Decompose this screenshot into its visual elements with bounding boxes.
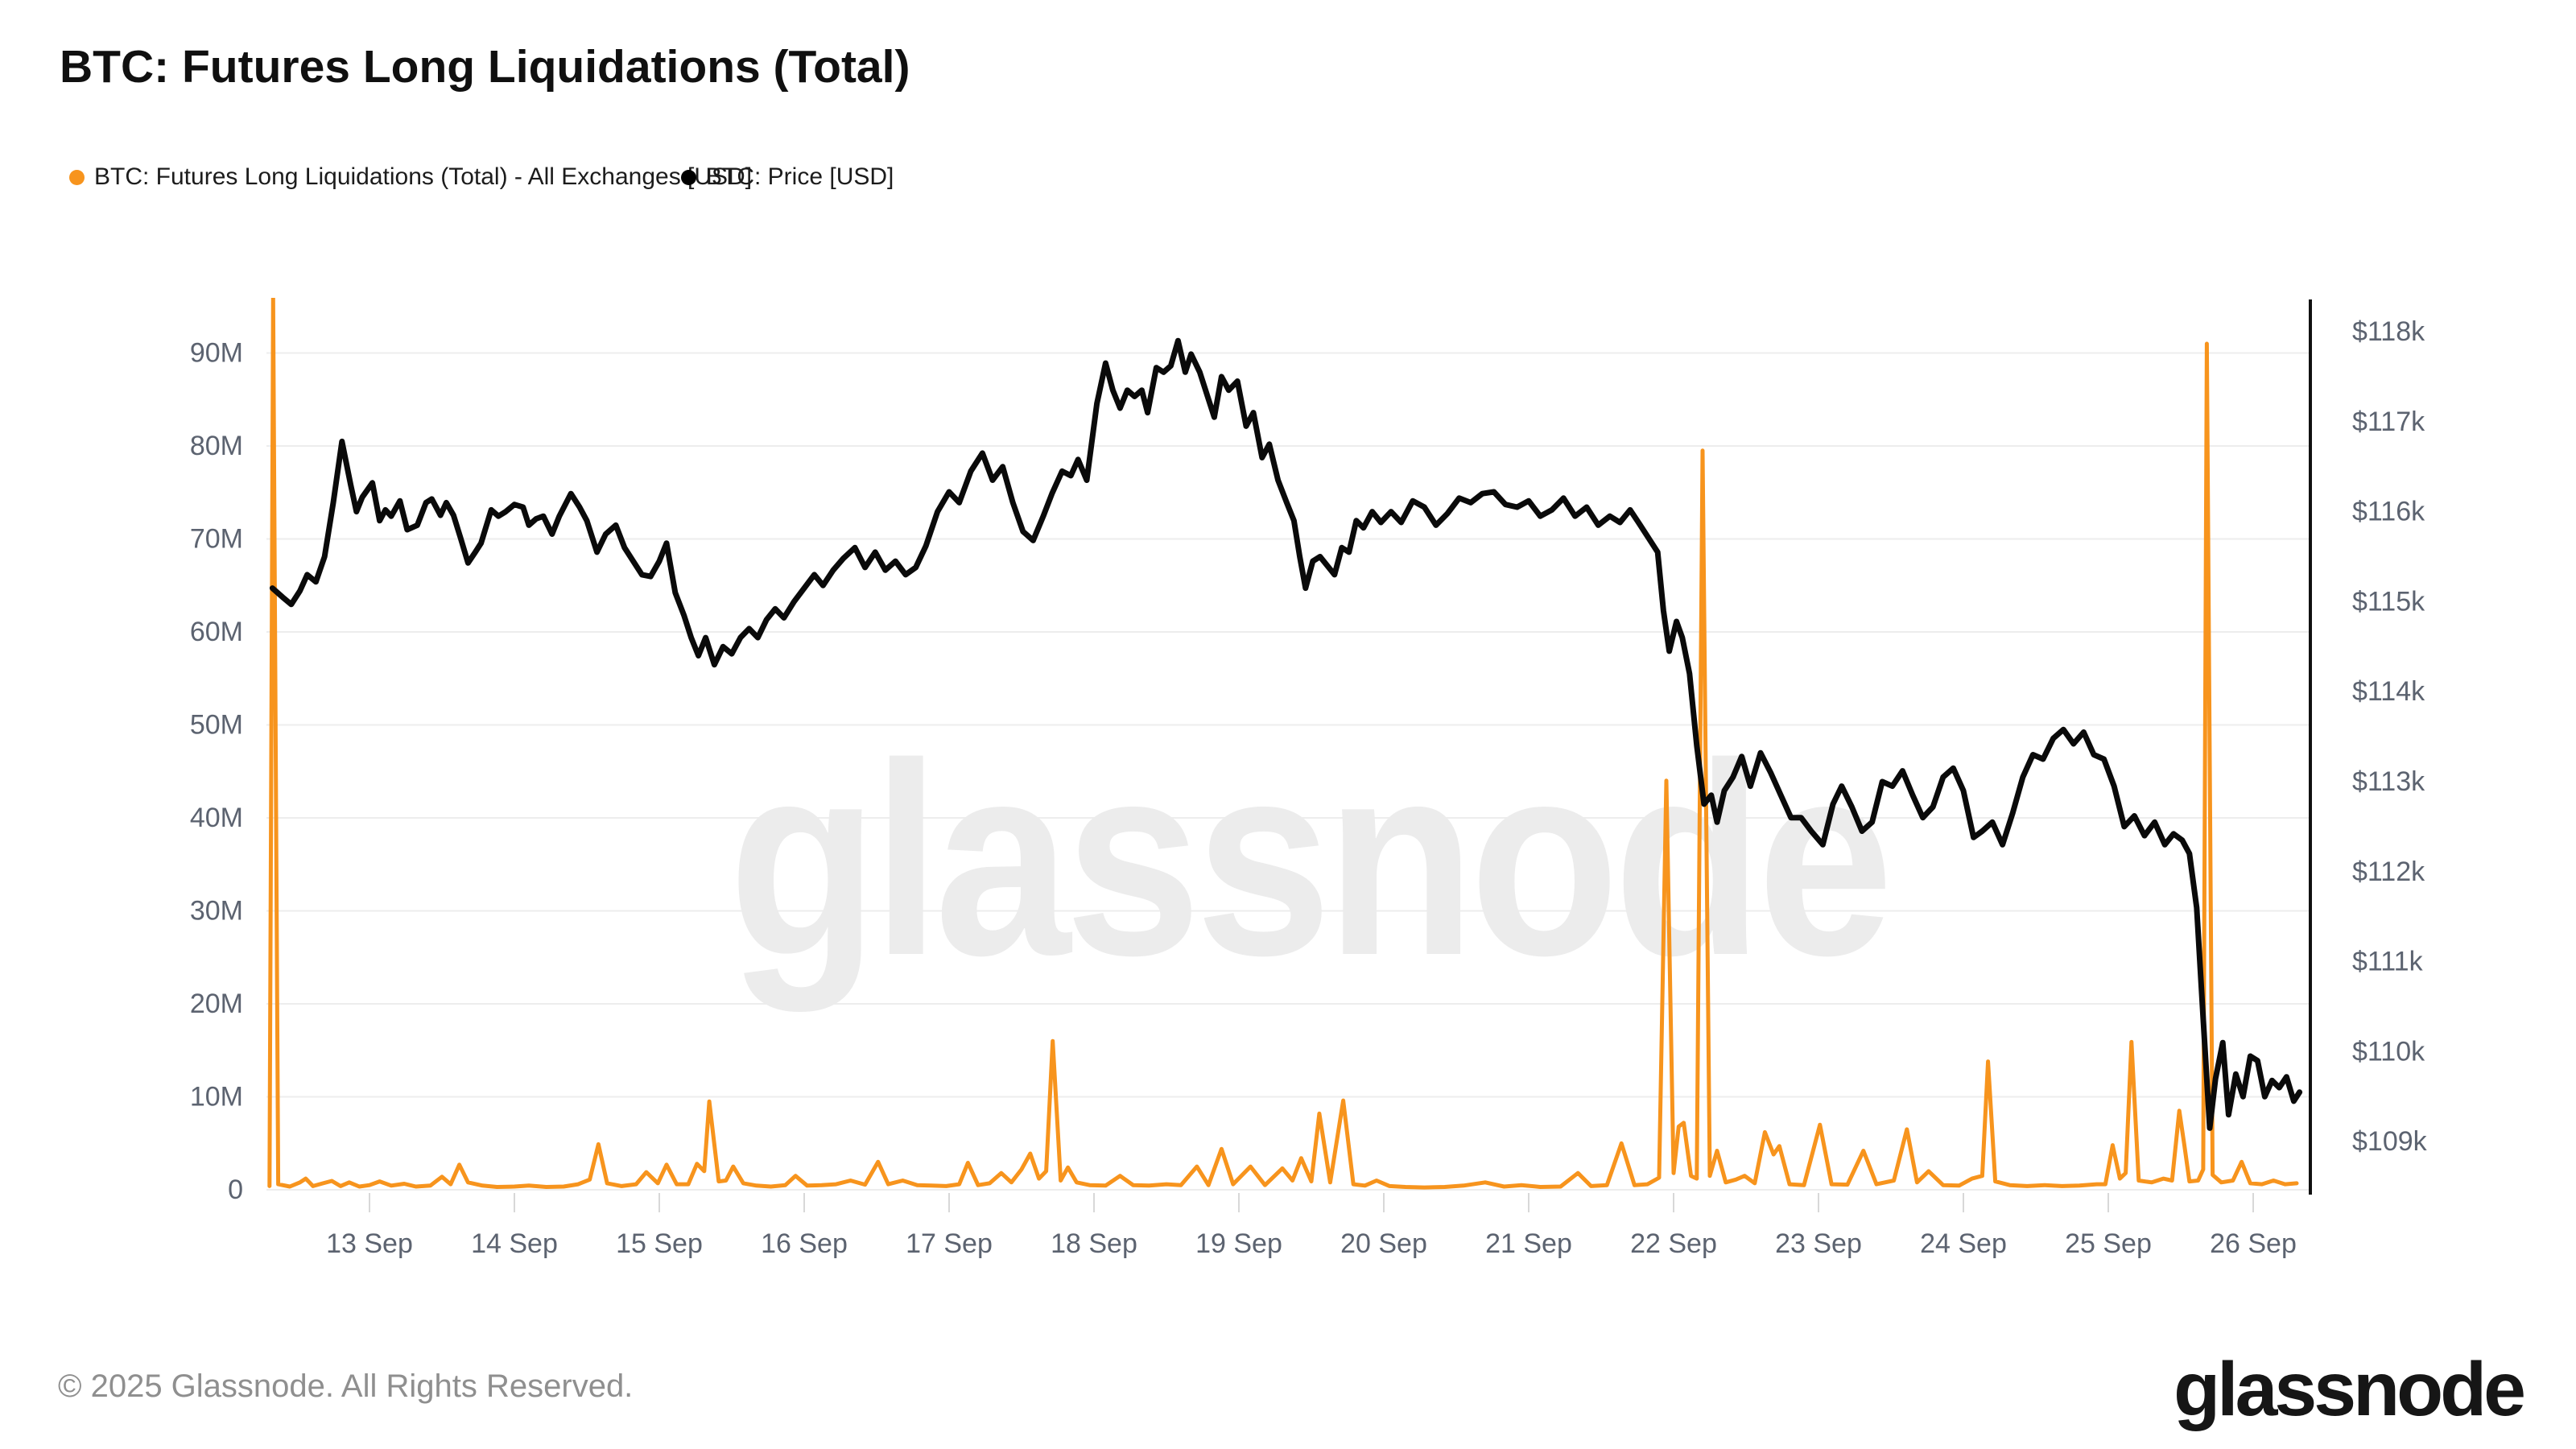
legend-label-liquidations: BTC: Futures Long Liquidations (Total) -… — [94, 163, 753, 190]
left-axis-label-50M: 50M — [190, 710, 243, 741]
right-axis-label-$114k: $114k — [2352, 676, 2425, 707]
x-label-22 Sep: 22 Sep — [1630, 1228, 1717, 1259]
left-axis-label-70M: 70M — [190, 524, 243, 555]
x-label-25 Sep: 25 Sep — [2065, 1228, 2152, 1259]
left-axis-label-10M: 10M — [190, 1082, 243, 1113]
x-label-26 Sep: 26 Sep — [2210, 1228, 2297, 1259]
price-line — [269, 337, 2303, 1131]
left-axis-label-80M: 80M — [190, 431, 243, 461]
x-label-20 Sep: 20 Sep — [1340, 1228, 1427, 1259]
left-axis-label-40M: 40M — [190, 803, 243, 833]
right-axis-label-$116k: $116k — [2352, 497, 2425, 527]
left-axis-label-20M: 20M — [190, 989, 243, 1019]
right-axis-label-$115k: $115k — [2352, 586, 2425, 617]
right-axis-label-$117k: $117k — [2352, 407, 2425, 437]
copyright-text: © 2025 Glassnode. All Rights Reserved. — [58, 1368, 634, 1404]
x-label-14 Sep: 14 Sep — [471, 1228, 558, 1259]
legend: BTC: Futures Long Liquidations (Total) -… — [69, 161, 2162, 193]
x-label-19 Sep: 19 Sep — [1195, 1228, 1282, 1259]
legend-item-liquidations[interactable]: BTC: Futures Long Liquidations (Total) -… — [69, 161, 752, 193]
x-label-23 Sep: 23 Sep — [1775, 1228, 1862, 1259]
glassnode-logo: glassnode — [2174, 1347, 2526, 1432]
right-axis-label-$112k: $112k — [2352, 857, 2425, 887]
right-axis-label-$109k: $109k — [2352, 1126, 2428, 1157]
legend-item-price[interactable]: BTC: Price [USD] — [681, 161, 894, 193]
x-label-24 Sep: 24 Sep — [1920, 1228, 2007, 1259]
right-axis-label-$110k: $110k — [2352, 1036, 2425, 1067]
x-label-15 Sep: 15 Sep — [616, 1228, 703, 1259]
left-axis-label-0: 0 — [228, 1174, 243, 1205]
watermark-text: glassnode — [729, 707, 1888, 1013]
left-axis-label-60M: 60M — [190, 617, 243, 647]
x-label-21 Sep: 21 Sep — [1485, 1228, 1572, 1259]
x-label-13 Sep: 13 Sep — [326, 1228, 413, 1259]
right-axis-label-$113k: $113k — [2352, 766, 2425, 797]
x-label-18 Sep: 18 Sep — [1051, 1228, 1137, 1259]
chart-title: BTC: Futures Long Liquidations (Total) — [60, 41, 910, 93]
price-series-dot-icon — [681, 169, 696, 185]
liquidations-series-dot-icon — [69, 169, 85, 185]
left-axis-label-90M: 90M — [190, 338, 243, 369]
x-label-17 Sep: 17 Sep — [906, 1228, 993, 1259]
legend-label-price: BTC: Price [USD] — [706, 163, 894, 190]
x-label-16 Sep: 16 Sep — [761, 1228, 848, 1259]
liquidations-line — [267, 298, 2299, 1190]
right-axis-label-$111k: $111k — [2352, 947, 2424, 977]
right-axis-label-$118k: $118k — [2352, 316, 2425, 347]
left-axis-label-30M: 30M — [190, 896, 243, 927]
